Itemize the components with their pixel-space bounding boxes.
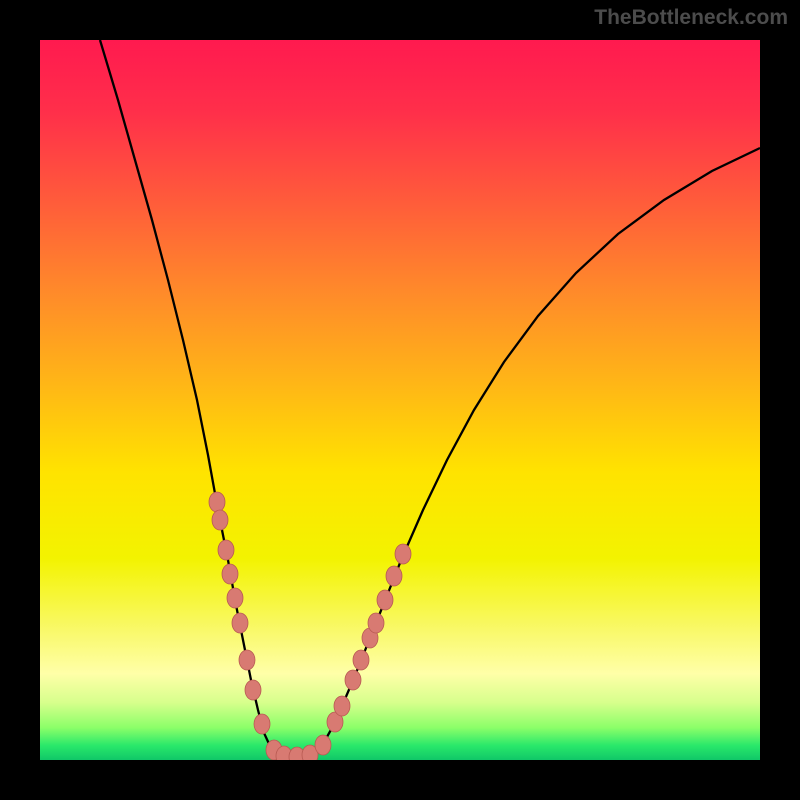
- gradient-background: [40, 40, 760, 760]
- watermark-text: TheBottleneck.com: [594, 6, 788, 30]
- chart-frame: TheBottleneck.com: [0, 0, 800, 800]
- plot-area: [40, 40, 760, 760]
